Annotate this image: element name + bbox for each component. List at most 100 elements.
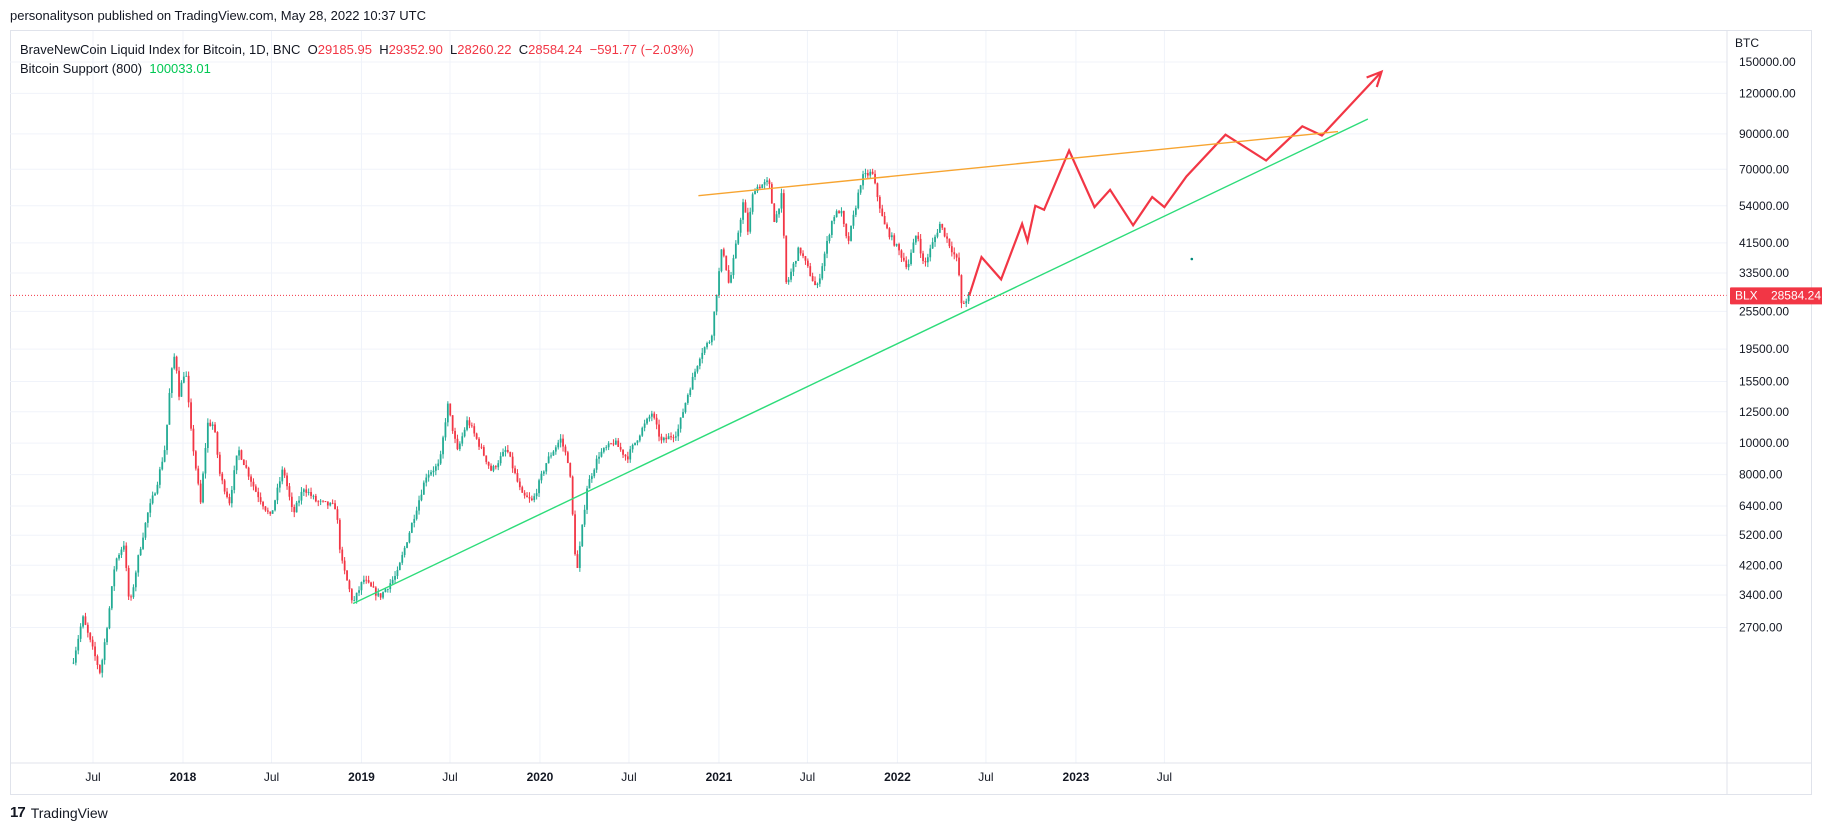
candle-body	[617, 440, 620, 447]
candle-body	[228, 497, 231, 504]
last-price-badge	[1730, 287, 1822, 305]
candle-body	[266, 510, 269, 512]
candle-body	[485, 455, 488, 462]
candle-body	[331, 502, 334, 504]
candle-body	[694, 371, 696, 377]
candle-body	[554, 447, 557, 452]
candle-body	[593, 469, 596, 477]
candle-body	[521, 487, 524, 493]
candle-body	[415, 510, 418, 519]
candle-body	[427, 474, 430, 478]
candle-body	[230, 489, 233, 504]
candle-body	[170, 368, 173, 393]
price-tick-label: 10000.00	[1739, 436, 1789, 450]
candle-body	[329, 502, 332, 506]
candle-body	[871, 171, 874, 174]
candle-body	[151, 495, 154, 504]
time-tick-label: Jul	[978, 770, 993, 784]
candle-body	[499, 456, 502, 464]
candle-body	[482, 447, 485, 456]
candle-body	[101, 660, 104, 673]
publish-line: personalityson published on TradingView.…	[10, 8, 427, 23]
candle-body	[350, 589, 353, 601]
candle-body	[710, 335, 713, 343]
candle-body	[838, 211, 840, 214]
candle-body	[250, 476, 252, 482]
candle-body	[828, 234, 831, 241]
tradingview-logo-icon[interactable]: 17	[10, 804, 26, 821]
candle-body	[300, 491, 303, 501]
time-tick-label: 2019	[348, 770, 375, 784]
candle-body	[847, 236, 850, 241]
candle-body	[674, 436, 677, 438]
candle-body	[758, 186, 761, 189]
price-tick-label: 70000.00	[1739, 162, 1789, 176]
candle-body	[175, 356, 178, 371]
legend-change: −591.77 (−2.03%)	[589, 42, 694, 57]
candle-body	[634, 442, 636, 445]
candle-body	[187, 375, 190, 403]
candle-body	[535, 493, 538, 497]
candle-body	[806, 260, 809, 267]
candle-body	[302, 489, 305, 492]
candle-body	[619, 446, 622, 450]
candle-body	[679, 417, 682, 429]
candle-body	[454, 430, 456, 439]
candle-body	[749, 211, 752, 232]
candle-body	[706, 343, 708, 348]
candle-body	[132, 587, 135, 598]
candle-body	[163, 450, 166, 462]
candle-body	[425, 477, 428, 483]
candle-body	[845, 223, 848, 237]
candle-body	[211, 424, 214, 426]
candle-body	[444, 422, 447, 438]
candle-body	[82, 616, 84, 627]
candle-body	[106, 628, 108, 643]
candle-body	[84, 616, 87, 625]
candle-body	[418, 500, 420, 511]
candle-body	[907, 264, 910, 268]
candle-body	[864, 173, 867, 175]
price-currency-label: BTC	[1735, 36, 1759, 50]
candle-body	[530, 498, 533, 501]
candle-body	[888, 228, 891, 238]
candle-body	[842, 210, 845, 224]
candle-body	[242, 459, 245, 466]
candle-body	[142, 537, 144, 549]
candle-body	[912, 242, 915, 253]
candle-body	[581, 524, 584, 547]
candle-body	[288, 486, 291, 497]
candle-body	[670, 436, 672, 438]
candle-body	[962, 303, 965, 304]
candle-body	[672, 437, 675, 439]
candle-body	[377, 593, 380, 596]
candle-body	[703, 347, 706, 353]
candle-body	[655, 417, 658, 425]
legend-indicator-name[interactable]: Bitcoin Support (800)	[20, 61, 143, 76]
candle-body	[343, 560, 346, 571]
candle-body	[154, 493, 156, 496]
legend-indicator-row: Bitcoin Support (800) 100033.01	[20, 59, 694, 78]
candle-body	[910, 252, 912, 265]
legend-symbol[interactable]: BraveNewCoin Liquid Index for Bitcoin, 1…	[20, 42, 301, 57]
footer-brand[interactable]: TradingView	[30, 804, 108, 821]
candle-body	[516, 473, 519, 482]
candle-body	[298, 500, 300, 503]
candle-body	[526, 495, 528, 498]
candle-body	[283, 469, 286, 476]
candle-body	[850, 225, 852, 241]
candle-body	[262, 501, 264, 507]
candle-body	[583, 509, 586, 525]
legend-close-label: C	[518, 42, 529, 57]
candle-body	[739, 219, 742, 233]
candle-body	[223, 480, 226, 492]
candle-body	[638, 435, 641, 441]
candle-body	[751, 194, 754, 212]
candle-body	[802, 253, 804, 257]
candle-body	[367, 580, 370, 583]
candle-body	[713, 311, 716, 336]
candle-body	[773, 203, 776, 222]
candle-body	[900, 250, 903, 258]
candle-body	[686, 394, 689, 403]
